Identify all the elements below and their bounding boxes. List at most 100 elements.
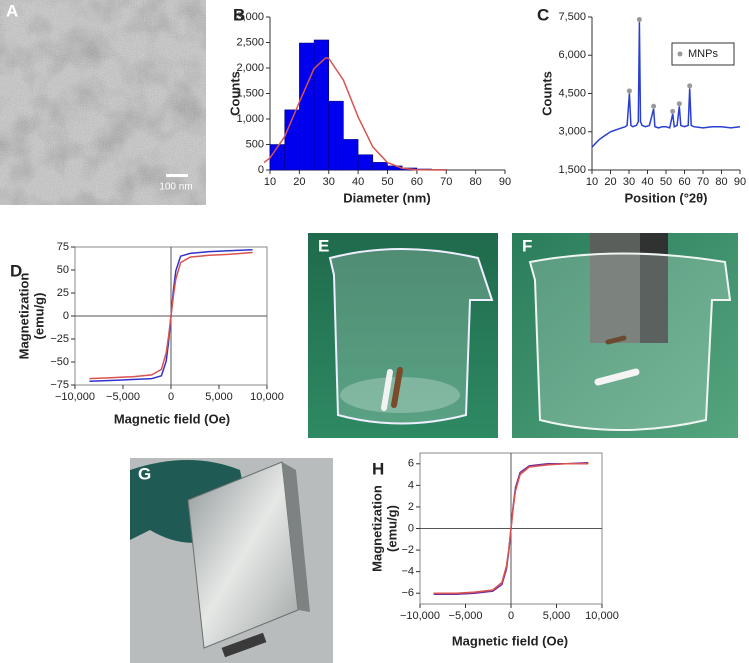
panel-label: F [522,236,532,255]
x-tick-label: 90 [499,176,511,188]
y-tick-label: 50 [57,264,69,276]
x-tick-label: 60 [411,176,423,188]
histogram-bar [299,42,315,171]
x-tick-label: 10,000 [250,391,284,403]
y-tick-label: −75 [50,379,69,391]
x-tick-label: 70 [440,176,452,188]
histogram-bar [313,39,329,171]
scale-bar-label: 100 nm [159,182,192,193]
y-tick-label: −2 [401,544,414,556]
x-tick-label: 40 [641,176,653,188]
series-line [591,22,741,148]
rod [391,367,403,408]
rod [594,368,640,386]
panel-label: H [372,459,384,478]
x-tick-label: 0 [168,391,174,403]
y-axis-title: (emu/g) [31,293,46,340]
y-tick-label: 75 [57,241,69,253]
beaker [328,248,494,425]
x-axis-title: Position (°2θ) [624,190,707,205]
y-axis-title: Counts [227,71,242,116]
histogram-bar [357,154,374,171]
y-tick-label: 0 [408,522,414,534]
y-tick-label: 2,500 [236,36,264,48]
y-tick-label: 2 [408,501,414,513]
x-tick-label: 80 [470,176,482,188]
particle-grain [0,0,206,205]
x-tick-label: 70 [697,176,709,188]
x-tick-label: 10 [586,176,598,188]
legend-marker [677,51,683,57]
peak-marker [651,103,657,109]
x-tick-label: 90 [734,176,746,188]
x-tick-label: −10,000 [400,610,440,622]
y-tick-label: 1,000 [236,113,264,125]
x-tick-label: 20 [293,176,305,188]
panel-label: C [537,5,549,24]
panel-label: D [10,261,22,280]
y-tick-label: 4 [408,479,414,491]
beaker [528,252,732,431]
rod [381,369,393,411]
fit-curve [263,56,447,171]
photo-a: A 100 nm [0,0,206,205]
photo-f: F [512,233,738,438]
histogram-bar [328,100,344,171]
y-tick-label: 0 [258,164,264,176]
peak-marker [626,88,632,94]
x-tick-label: 10 [264,176,276,188]
x-tick-label: −5,000 [106,391,140,403]
x-tick-label: 30 [623,176,635,188]
rod [605,335,627,345]
x-tick-label: 5,000 [205,391,233,403]
peak-marker [636,17,642,23]
x-tick-label: 20 [604,176,616,188]
y-tick-label: 6 [408,458,414,470]
magnet-side [640,233,668,343]
y-tick-label: 2,000 [236,62,264,74]
panel-label: B [233,5,245,24]
scale-bar [166,174,188,177]
y-tick-label: 0 [63,310,69,322]
y-axis-title: (emu/g) [384,505,399,552]
y-tick-label: 1,500 [558,164,586,176]
y-axis-title: Magnetization [369,485,384,572]
histogram-bar [372,162,388,171]
x-tick-label: −10,000 [55,391,95,403]
photo-g: G [130,458,333,663]
x-tick-label: 30 [323,176,335,188]
y-axis-title: Counts [539,71,554,116]
beaker-base [340,377,460,413]
y-tick-label: −4 [401,566,414,578]
y-tick-label: 25 [57,287,69,299]
y-tick-label: 3,000 [236,11,264,23]
panel-label: G [138,464,151,483]
panel-label: E [318,236,329,255]
rod [221,632,267,658]
y-tick-label: 3,000 [558,126,586,138]
histogram-bar [343,139,359,171]
peak-marker [676,101,682,107]
series-line [433,463,589,594]
x-axis-title: Diameter (nm) [343,190,430,205]
y-tick-label: 500 [246,138,264,150]
y-axis-title: Magnetization [16,273,31,360]
legend-label: MNPs [688,48,718,60]
peak-marker [670,108,676,114]
legend-box [671,42,735,66]
x-tick-label: 40 [352,176,364,188]
panel-label: A [6,1,18,20]
x-tick-label: −5,000 [449,610,483,622]
x-axis-title: Magnetic field (Oe) [452,633,568,648]
x-tick-label: 50 [660,176,672,188]
y-tick-label: −6 [401,587,414,599]
y-tick-label: −25 [50,333,69,345]
x-axis-title: Magnetic field (Oe) [114,411,230,426]
x-tick-label: 60 [678,176,690,188]
y-tick-label: 4,500 [558,87,586,99]
y-tick-label: 7,500 [558,11,586,23]
y-tick-label: 6,000 [558,49,586,61]
series-line [89,251,253,380]
x-tick-label: 0 [508,610,514,622]
